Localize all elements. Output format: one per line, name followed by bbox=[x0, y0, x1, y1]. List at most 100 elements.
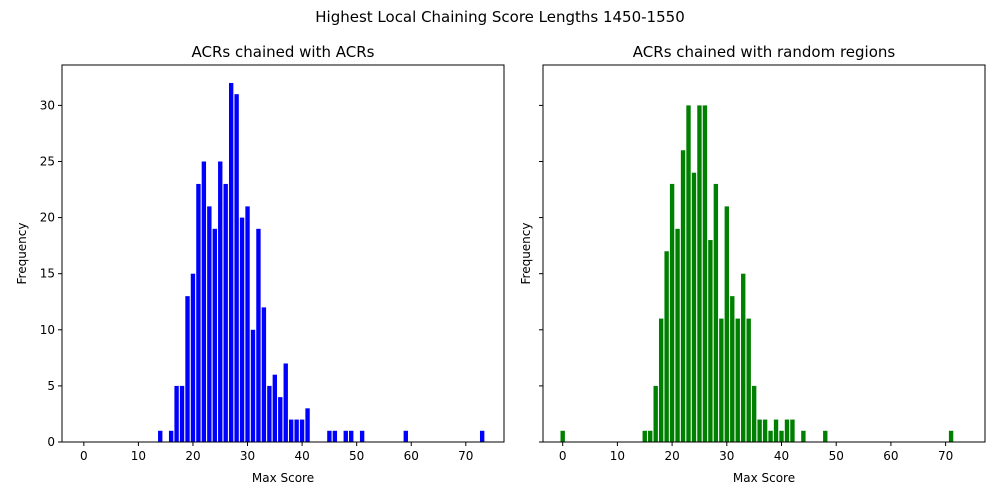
y-axis-label: Frequency bbox=[15, 223, 29, 285]
bar bbox=[250, 329, 256, 442]
x-axis-label: Max Score bbox=[733, 471, 795, 485]
chart-title: ACRs chained with ACRs bbox=[192, 43, 375, 61]
bar bbox=[349, 430, 354, 442]
y-axis-label: Frequency bbox=[519, 223, 533, 285]
bar bbox=[261, 307, 267, 442]
bar bbox=[773, 419, 779, 442]
bar bbox=[730, 296, 735, 442]
bar bbox=[196, 183, 201, 442]
bar bbox=[256, 228, 261, 442]
bar bbox=[757, 419, 762, 442]
y-tick-label: 15 bbox=[40, 267, 55, 281]
figure-suptitle: Highest Local Chaining Score Lengths 145… bbox=[315, 8, 685, 26]
bar bbox=[223, 183, 228, 442]
bar bbox=[746, 318, 751, 442]
bar bbox=[228, 82, 234, 442]
bar bbox=[686, 105, 691, 442]
bar bbox=[790, 419, 795, 442]
chart-title: ACRs chained with random regions bbox=[633, 43, 896, 61]
bar bbox=[327, 430, 332, 442]
x-tick-label: 60 bbox=[404, 449, 419, 463]
chart-right: ACRs chained with random regions 0 10 20 30 4… bbox=[519, 43, 986, 485]
bar bbox=[801, 430, 806, 442]
bar bbox=[212, 228, 217, 442]
bar bbox=[168, 430, 174, 442]
x-tick-label: 60 bbox=[883, 449, 898, 463]
x-tick-label: 30 bbox=[719, 449, 734, 463]
y-tick-label: 5 bbox=[47, 379, 55, 393]
bar bbox=[948, 430, 954, 442]
bar bbox=[359, 430, 365, 442]
bar bbox=[642, 430, 647, 442]
x-tick-label: 70 bbox=[458, 449, 473, 463]
bar bbox=[560, 430, 565, 442]
bar bbox=[278, 397, 283, 442]
bar bbox=[218, 161, 223, 443]
bar bbox=[479, 430, 485, 442]
x-tick-label: 20 bbox=[664, 449, 679, 463]
x-tick-label: 50 bbox=[349, 449, 364, 463]
y-tick-label: 0 bbox=[47, 435, 55, 449]
x-tick-label: 20 bbox=[185, 449, 200, 463]
bar bbox=[768, 430, 773, 442]
bar bbox=[708, 240, 713, 442]
y-tick-label: 20 bbox=[40, 211, 55, 225]
bar bbox=[735, 318, 740, 442]
bar bbox=[779, 430, 784, 442]
bar bbox=[680, 150, 686, 442]
bar bbox=[741, 273, 746, 442]
bar bbox=[713, 183, 719, 442]
bar bbox=[289, 419, 294, 442]
axes-frame bbox=[542, 64, 986, 443]
x-tick-label: 0 bbox=[80, 449, 88, 463]
bar bbox=[784, 419, 790, 442]
bar bbox=[664, 251, 669, 442]
bar bbox=[185, 296, 190, 442]
bar bbox=[724, 206, 729, 443]
bar bbox=[669, 183, 675, 442]
x-tick-label: 40 bbox=[774, 449, 789, 463]
bar bbox=[179, 385, 185, 442]
x-tick-label: 40 bbox=[294, 449, 309, 463]
bar bbox=[332, 430, 338, 442]
x-tick-label: 0 bbox=[559, 449, 567, 463]
bar bbox=[267, 385, 272, 442]
bar bbox=[283, 363, 288, 442]
x-tick-label: 10 bbox=[610, 449, 625, 463]
bar bbox=[762, 419, 768, 442]
bar bbox=[245, 206, 250, 443]
x-tick-label: 30 bbox=[240, 449, 255, 463]
x-tick-label: 10 bbox=[131, 449, 146, 463]
bar bbox=[174, 385, 179, 442]
axes-frame bbox=[61, 64, 505, 443]
bar bbox=[201, 161, 207, 443]
bar bbox=[403, 430, 408, 442]
y-tick-label: 25 bbox=[40, 154, 55, 168]
bar bbox=[294, 419, 299, 442]
x-axis-label: Max Score bbox=[252, 471, 314, 485]
bar bbox=[343, 430, 348, 442]
bar bbox=[675, 228, 680, 442]
bar bbox=[751, 385, 757, 442]
x-tick-label: 70 bbox=[938, 449, 953, 463]
x-tick-label: 50 bbox=[829, 449, 844, 463]
bar bbox=[234, 94, 239, 443]
bar bbox=[190, 273, 196, 442]
bar bbox=[272, 374, 277, 442]
bar bbox=[823, 430, 828, 442]
bar bbox=[658, 318, 664, 442]
bar bbox=[158, 430, 163, 442]
bar bbox=[719, 318, 724, 442]
y-tick-label: 10 bbox=[40, 323, 55, 337]
bar bbox=[207, 206, 212, 443]
bar bbox=[691, 172, 697, 442]
bar bbox=[697, 105, 702, 442]
chart-left: ACRs chained with ACRs 0 10 20 30 40 50 60 70 0 5 1… bbox=[15, 43, 505, 485]
y-tick-label: 30 bbox=[40, 98, 55, 112]
bar bbox=[239, 217, 245, 442]
bar bbox=[653, 385, 658, 442]
bar bbox=[702, 105, 708, 442]
bar bbox=[305, 408, 310, 442]
bar bbox=[648, 430, 653, 442]
